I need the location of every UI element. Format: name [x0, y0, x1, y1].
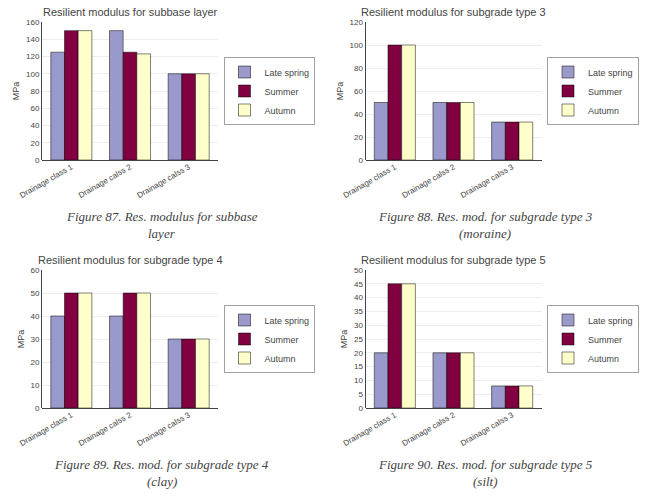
svg-text:Resilient modulus for subgrade: Resilient modulus for subgrade type 5	[361, 254, 546, 266]
svg-text:40: 40	[354, 293, 363, 302]
svg-text:60: 60	[30, 104, 39, 113]
svg-text:Resilient modulus for subbase: Resilient modulus for subbase layer	[43, 6, 218, 18]
svg-text:160: 160	[26, 18, 40, 27]
svg-text:MPa: MPa	[16, 330, 26, 349]
svg-text:Figure 89. Res. mod. for subgr: Figure 89. Res. mod. for subgrade type 4	[54, 457, 269, 472]
svg-text:Drainage calss 3: Drainage calss 3	[459, 162, 516, 200]
svg-text:Summer: Summer	[588, 335, 622, 345]
svg-text:5: 5	[358, 390, 363, 399]
svg-text:80: 80	[354, 64, 363, 73]
svg-text:Figure 88. Res. mod. for subgr: Figure 88. Res. mod. for subgrade type 3	[378, 209, 593, 224]
svg-text:25: 25	[354, 335, 363, 344]
svg-text:layer: layer	[148, 226, 176, 241]
svg-text:Drainage calss 2: Drainage calss 2	[400, 162, 457, 200]
svg-text:Autumn: Autumn	[265, 106, 296, 116]
svg-text:Late spring: Late spring	[265, 68, 310, 78]
svg-text:Drainage calss 2: Drainage calss 2	[400, 410, 457, 448]
svg-text:15: 15	[354, 362, 363, 371]
svg-text:10: 10	[30, 381, 39, 390]
svg-text:Resilient modulus for subgrade: Resilient modulus for subgrade type 4	[38, 254, 223, 266]
svg-text:MPa: MPa	[335, 82, 345, 101]
svg-text:30: 30	[354, 321, 363, 330]
svg-text:40: 40	[354, 110, 363, 119]
svg-text:Summer: Summer	[265, 335, 299, 345]
svg-text:Drainage calss 3: Drainage calss 3	[136, 410, 193, 448]
svg-text:Figure 87. Res. modulus for su: Figure 87. Res. modulus for subbase	[66, 209, 258, 224]
svg-text:80: 80	[30, 87, 39, 96]
svg-text:0: 0	[35, 404, 40, 413]
svg-text:60: 60	[354, 87, 363, 96]
svg-text:100: 100	[26, 70, 40, 79]
svg-text:Autumn: Autumn	[588, 106, 619, 116]
svg-text:0: 0	[35, 156, 40, 165]
svg-text:Late spring: Late spring	[265, 316, 310, 326]
svg-text:Drainage calss 3: Drainage calss 3	[459, 410, 516, 448]
svg-text:10: 10	[354, 376, 363, 385]
svg-text:(moraine): (moraine)	[459, 226, 511, 241]
svg-text:140: 140	[26, 35, 40, 44]
svg-text:Drainage class 1: Drainage class 1	[18, 410, 75, 448]
svg-text:30: 30	[30, 335, 39, 344]
svg-text:20: 20	[354, 349, 363, 358]
svg-text:Drainage class 1: Drainage class 1	[342, 410, 399, 448]
svg-text:45: 45	[354, 280, 363, 289]
svg-text:0: 0	[358, 156, 363, 165]
svg-text:Autumn: Autumn	[265, 354, 296, 364]
svg-text:Late spring: Late spring	[588, 68, 633, 78]
svg-text:Figure 90. Res. mod. for subgr: Figure 90. Res. mod. for subgrade type 5	[378, 457, 593, 472]
svg-text:60: 60	[30, 266, 39, 275]
svg-text:(silt): (silt)	[473, 474, 498, 489]
svg-text:50: 50	[30, 289, 39, 298]
svg-text:120: 120	[350, 18, 364, 27]
svg-text:Drainage class 1: Drainage class 1	[342, 162, 399, 200]
svg-text:20: 20	[354, 133, 363, 142]
svg-text:20: 20	[30, 358, 39, 367]
svg-text:Autumn: Autumn	[588, 354, 619, 364]
svg-text:0: 0	[358, 404, 363, 413]
svg-text:35: 35	[354, 307, 363, 316]
svg-text:Summer: Summer	[265, 87, 299, 97]
svg-text:Late spring: Late spring	[588, 316, 633, 326]
svg-text:Summer: Summer	[588, 87, 622, 97]
svg-text:Drainage class 1: Drainage class 1	[18, 162, 75, 200]
svg-text:40: 40	[30, 121, 39, 130]
svg-text:(clay): (clay)	[147, 474, 177, 489]
svg-text:MPa: MPa	[11, 82, 21, 101]
svg-text:120: 120	[26, 52, 40, 61]
svg-text:Resilient modulus for subgrade: Resilient modulus for subgrade type 3	[361, 6, 546, 18]
svg-text:40: 40	[30, 312, 39, 321]
svg-text:20: 20	[30, 139, 39, 148]
svg-text:MPa: MPa	[339, 330, 349, 349]
svg-text:100: 100	[350, 41, 364, 50]
svg-text:Drainage calss 3: Drainage calss 3	[136, 162, 193, 200]
svg-text:Drainage calss 2: Drainage calss 2	[77, 162, 134, 200]
svg-text:Drainage calss 2: Drainage calss 2	[77, 410, 134, 448]
svg-text:50: 50	[354, 266, 363, 275]
